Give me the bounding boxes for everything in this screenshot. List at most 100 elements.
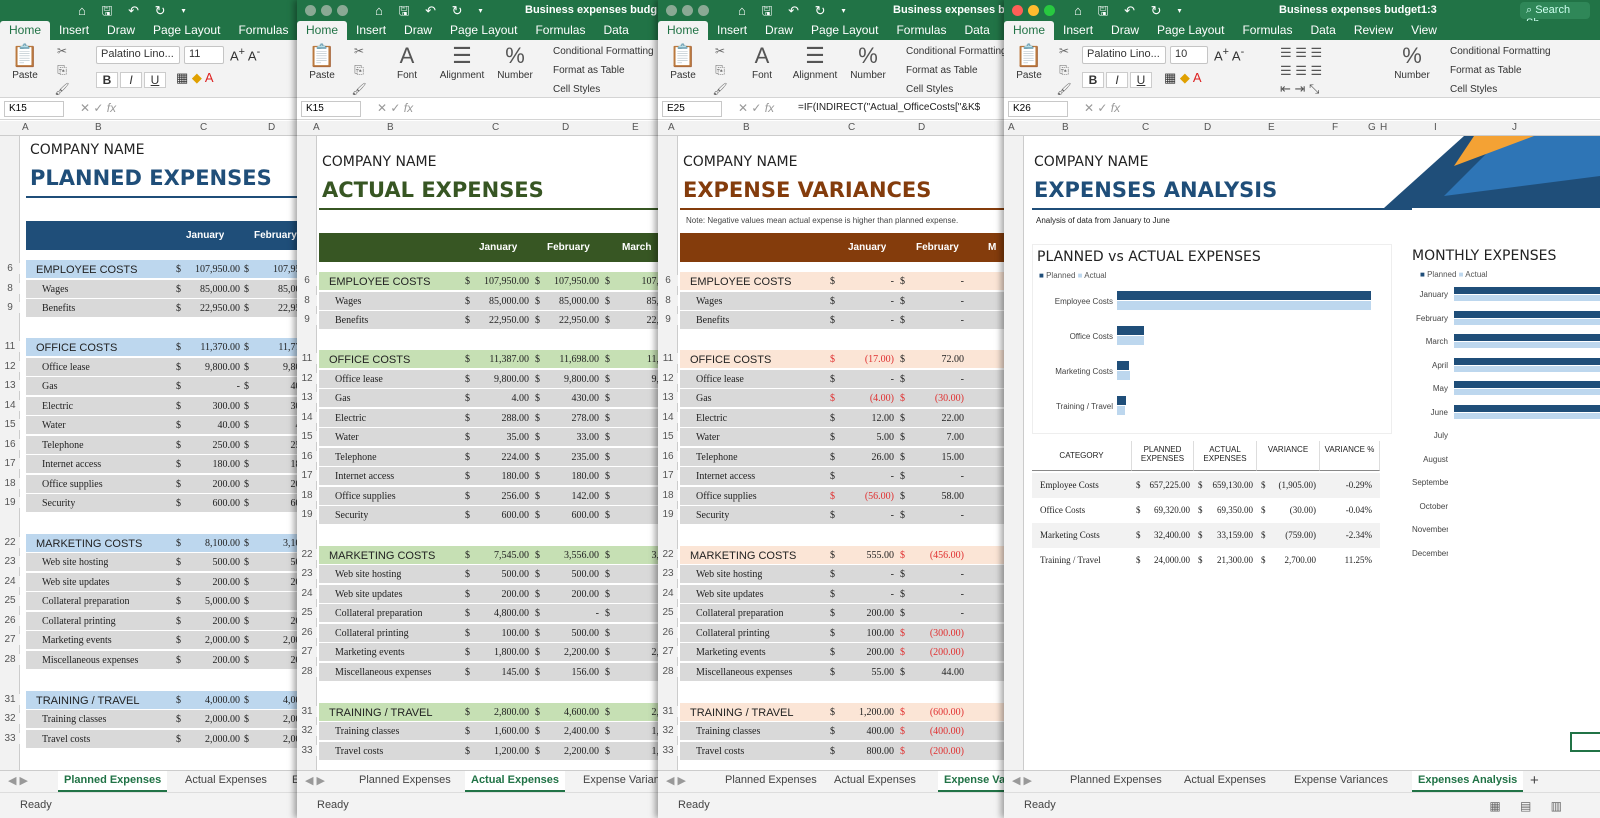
amount-cell[interactable]: -: [960, 315, 964, 326]
cut-copy-icons[interactable]: ✂ ⎘ 🖌: [1056, 44, 1072, 96]
tab-formulas[interactable]: Formulas: [1242, 23, 1293, 37]
chart-bar[interactable]: [1117, 406, 1125, 415]
sheet-tab-variances[interactable]: Expense Variances: [583, 774, 659, 786]
tab-draw[interactable]: Draw: [404, 23, 433, 37]
summary-actual[interactable]: 21,300.00: [1217, 555, 1253, 565]
amount-cell[interactable]: 8,100.00: [205, 538, 240, 549]
amount-cell[interactable]: 1,40: [651, 746, 660, 757]
amount-cell[interactable]: 2,000.00: [205, 635, 240, 646]
amount-cell[interactable]: 180.: [290, 459, 301, 470]
amount-cell[interactable]: -: [236, 381, 240, 392]
amount-cell[interactable]: 145.00: [501, 667, 530, 678]
number-button[interactable]: % Number: [495, 42, 535, 81]
tab-draw[interactable]: Draw: [107, 23, 136, 37]
add-sheet-icon[interactable]: +: [1530, 772, 1539, 789]
chart-bar[interactable]: [1454, 357, 1600, 365]
row-number[interactable]: 22: [0, 537, 20, 548]
row-number[interactable]: 31: [0, 694, 20, 705]
amount-cell[interactable]: 430.00: [571, 393, 600, 404]
quick-access-toolbar[interactable]: ⌂ 🖫 ↶ ↻ ▾: [375, 3, 489, 18]
amount-cell[interactable]: -: [960, 296, 964, 307]
amount-cell[interactable]: -: [890, 374, 894, 385]
column-header[interactable]: I: [1434, 122, 1437, 133]
amount-cell[interactable]: 26.00: [871, 452, 895, 463]
tab-draw[interactable]: Draw: [765, 23, 794, 37]
amount-cell[interactable]: 1,40: [651, 726, 660, 737]
summary-planned[interactable]: 69,320.00: [1154, 505, 1190, 515]
conditional-formatting-button[interactable]: Conditional Formatting: [553, 46, 654, 57]
summary-actual[interactable]: 69,350.00: [1217, 505, 1253, 515]
sheet-tab-planned[interactable]: Planned Expenses: [1070, 774, 1162, 786]
chart-bar[interactable]: [1117, 301, 1371, 310]
fx-icon[interactable]: ✕ ✓ fx: [1084, 101, 1121, 115]
fx-icon[interactable]: ✕ ✓ fx: [377, 101, 414, 115]
summary-variance-pct[interactable]: 11.25%: [1344, 555, 1372, 565]
row-number[interactable]: 16: [297, 451, 317, 462]
tab-home[interactable]: Home: [1004, 21, 1055, 40]
chart-bar[interactable]: [1454, 287, 1600, 294]
amount-cell[interactable]: 200.00: [212, 655, 241, 666]
row-number[interactable]: 11: [0, 341, 20, 352]
amount-cell[interactable]: 11,69: [646, 354, 659, 365]
tab-insert[interactable]: Insert: [717, 23, 748, 37]
column-header[interactable]: B: [387, 122, 394, 133]
amount-cell[interactable]: 85,000.00: [559, 296, 599, 307]
column-header[interactable]: H: [1380, 122, 1388, 133]
row-number[interactable]: 31: [297, 706, 317, 717]
quick-access-toolbar[interactable]: ⌂ 🖫 ↶ ↻ ▾: [738, 3, 852, 18]
amount-cell[interactable]: (600.00): [929, 707, 964, 718]
row-number[interactable]: 25: [658, 607, 678, 618]
fx-icon[interactable]: ✕ ✓ fx: [738, 101, 775, 115]
amount-cell[interactable]: 600.00: [212, 498, 241, 509]
row-number[interactable]: 24: [658, 588, 678, 599]
amount-cell[interactable]: -: [890, 296, 894, 307]
amount-cell[interactable]: 500.00: [212, 557, 241, 568]
amount-cell[interactable]: 20: [613, 589, 659, 600]
row-number[interactable]: 17: [0, 458, 20, 469]
amount-cell[interactable]: 11,770.: [278, 342, 300, 353]
row-number[interactable]: 15: [0, 419, 20, 430]
chart-bar[interactable]: [1117, 396, 1126, 405]
alignment-button[interactable]: ☰ Alignment: [790, 42, 840, 81]
column-header[interactable]: E: [1268, 122, 1275, 133]
tab-data[interactable]: Data: [964, 23, 990, 37]
amount-cell[interactable]: (300.00): [929, 628, 964, 639]
view-mode-buttons[interactable]: ▦ ▤ ▥: [1489, 799, 1570, 813]
window-controls[interactable]: [305, 5, 353, 19]
selected-cell-k26[interactable]: [1570, 732, 1600, 752]
sheet-nav-arrows[interactable]: ◀ ▶: [1012, 775, 1032, 787]
row-number[interactable]: 8: [297, 295, 317, 306]
name-box[interactable]: K15: [301, 101, 361, 117]
fx-icon[interactable]: ✕ ✓ fx: [80, 101, 117, 115]
row-number[interactable]: 14: [658, 412, 678, 423]
chart-bar[interactable]: [1117, 326, 1144, 335]
cell-styles-button[interactable]: Cell Styles: [906, 84, 954, 95]
column-header[interactable]: C: [200, 122, 208, 133]
amount-cell[interactable]: 4,600.00: [564, 707, 599, 718]
amount-cell[interactable]: 555.00: [866, 550, 895, 561]
amount-cell[interactable]: 1,200.00: [859, 707, 894, 718]
format-as-table-button[interactable]: Format as Table: [1450, 65, 1522, 76]
planned-vs-actual-chart[interactable]: PLANNED vs ACTUAL EXPENSES ■ Planned ■ A…: [1032, 244, 1392, 434]
cut-copy-icons[interactable]: ✂ ⎘ 🖌: [712, 44, 728, 96]
amount-cell[interactable]: 800.00: [866, 746, 895, 757]
amount-cell[interactable]: 2,200.00: [564, 746, 599, 757]
row-number[interactable]: 9: [0, 302, 20, 313]
sheet-tab-variances[interactable]: E: [292, 774, 300, 786]
chart-bar[interactable]: [1454, 404, 1600, 412]
column-header[interactable]: D: [562, 122, 570, 133]
amount-cell[interactable]: -: [890, 471, 894, 482]
sheet-tab-variances[interactable]: Expense Variances: [938, 771, 1008, 792]
amount-cell[interactable]: 100.00: [866, 628, 895, 639]
column-header[interactable]: C: [492, 122, 500, 133]
alignment-button[interactable]: ☰ Alignment: [437, 42, 487, 81]
column-header[interactable]: F: [1332, 122, 1339, 133]
amount-cell[interactable]: 85,000.00: [200, 284, 240, 295]
search-sheet-input[interactable]: ⌕ Search Sh: [1520, 2, 1590, 29]
amount-cell[interactable]: 180.00: [212, 459, 241, 470]
sheet-tab-actual[interactable]: Actual Expenses: [185, 774, 267, 786]
amount-cell[interactable]: 2,20: [651, 647, 660, 658]
amount-cell[interactable]: 250.00: [212, 440, 241, 451]
amount-cell[interactable]: (56.00): [864, 491, 894, 502]
column-header[interactable]: B: [743, 122, 750, 133]
